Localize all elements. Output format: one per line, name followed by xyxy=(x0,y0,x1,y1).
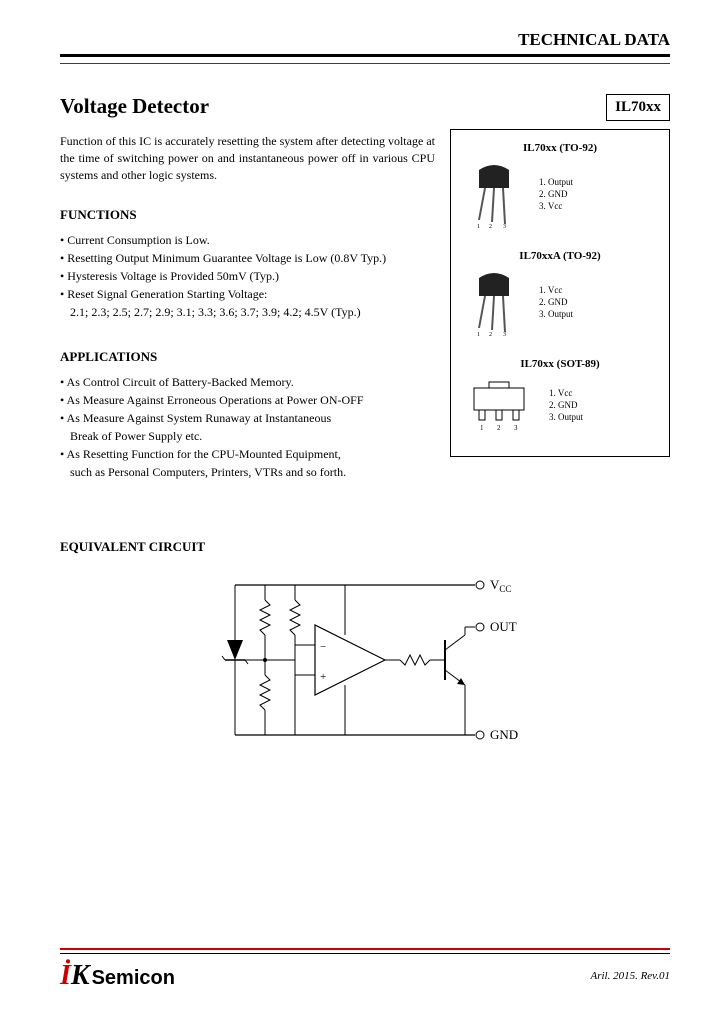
svg-text:−: − xyxy=(320,641,326,653)
pin-list: 1. Vcc 2. GND 3. Output xyxy=(539,285,573,320)
packages-box: IL70xx (TO-92) 1 2 3 1. Output xyxy=(450,129,670,457)
pin-label: 1. Vcc xyxy=(549,388,583,400)
functions-list: Current Consumption is Low. Resetting Ou… xyxy=(60,231,435,321)
intro-text: Function of this IC is accurately resett… xyxy=(60,133,435,183)
svg-text:2: 2 xyxy=(489,224,492,230)
footer-date: Aril. 2015. Rev.01 xyxy=(590,970,670,982)
list-item: As Measure Against System Runaway at Ins… xyxy=(60,409,435,427)
list-item: Reset Signal Generation Starting Voltage… xyxy=(60,285,435,303)
svg-text:3: 3 xyxy=(503,332,506,338)
pin-list: 1. Vcc 2. GND 3. Output xyxy=(549,388,583,423)
package-title: IL70xx (TO-92) xyxy=(459,142,661,154)
vcc-label: VCC xyxy=(490,577,511,594)
gnd-label: GND xyxy=(490,727,518,742)
list-item: As Resetting Function for the CPU-Mounte… xyxy=(60,445,435,463)
svg-text:3: 3 xyxy=(514,424,518,432)
pin-label: 1. Vcc xyxy=(539,285,573,297)
list-item: Current Consumption is Low. xyxy=(60,231,435,249)
svg-text:1: 1 xyxy=(477,224,480,230)
list-item: As Measure Against Erroneous Operations … xyxy=(60,391,435,409)
list-item: As Control Circuit of Battery-Backed Mem… xyxy=(60,373,435,391)
svg-text:2: 2 xyxy=(489,332,492,338)
package-block: IL70xx (TO-92) 1 2 3 1. Output xyxy=(459,142,661,230)
partcode-badge: IL70xx xyxy=(606,94,670,121)
circuit-heading: EQUIVALENT CIRCUIT xyxy=(60,539,670,555)
list-item: Break of Power Supply etc. xyxy=(60,427,435,445)
to92-icon: 1 2 3 xyxy=(459,268,529,338)
equivalent-circuit-diagram: VCC GND OUT xyxy=(175,565,555,755)
package-title: IL70xxA (TO-92) xyxy=(459,250,661,262)
header-redline xyxy=(60,63,670,64)
footer: İK Semicon Aril. 2015. Rev.01 xyxy=(60,948,670,992)
list-item: such as Personal Computers, Printers, VT… xyxy=(60,463,435,481)
page-title: Voltage Detector xyxy=(60,94,435,119)
package-block: IL70xx (SOT-89) 1 2 3 xyxy=(459,358,661,436)
applications-heading: APPLICATIONS xyxy=(60,349,435,365)
to92-icon: 1 2 3 xyxy=(459,160,529,230)
list-item: Resetting Output Minimum Guarantee Volta… xyxy=(60,249,435,267)
pin-label: 2. GND xyxy=(539,297,573,309)
svg-text:1: 1 xyxy=(477,332,480,338)
list-item: 2.1; 2.3; 2.5; 2.7; 2.9; 3.1; 3.3; 3.6; … xyxy=(60,303,435,321)
pin-label: 2. GND xyxy=(539,189,573,201)
pin-list: 1. Output 2. GND 3. Vcc xyxy=(539,177,573,212)
header-title: TECHNICAL DATA xyxy=(60,30,670,57)
pin-label: 3. Output xyxy=(549,412,583,424)
logo-text: Semicon xyxy=(92,967,175,990)
svg-text:2: 2 xyxy=(497,424,501,432)
package-block: IL70xxA (TO-92) 1 2 3 1. Vcc xyxy=(459,250,661,338)
pin-label: 1. Output xyxy=(539,177,573,189)
sot89-icon: 1 2 3 xyxy=(459,376,539,436)
applications-list: As Control Circuit of Battery-Backed Mem… xyxy=(60,373,435,481)
svg-text:3: 3 xyxy=(503,224,506,230)
list-item: Hysteresis Voltage is Provided 50mV (Typ… xyxy=(60,267,435,285)
pin-label: 3. Vcc xyxy=(539,201,573,213)
svg-text:1: 1 xyxy=(480,424,484,432)
pin-label: 3. Output xyxy=(539,309,573,321)
logo: İK Semicon xyxy=(60,960,175,992)
pin-label: 2. GND xyxy=(549,400,583,412)
functions-heading: FUNCTIONS xyxy=(60,207,435,223)
svg-text:+: + xyxy=(320,671,326,683)
out-label: OUT xyxy=(490,619,517,634)
package-title: IL70xx (SOT-89) xyxy=(459,358,661,370)
